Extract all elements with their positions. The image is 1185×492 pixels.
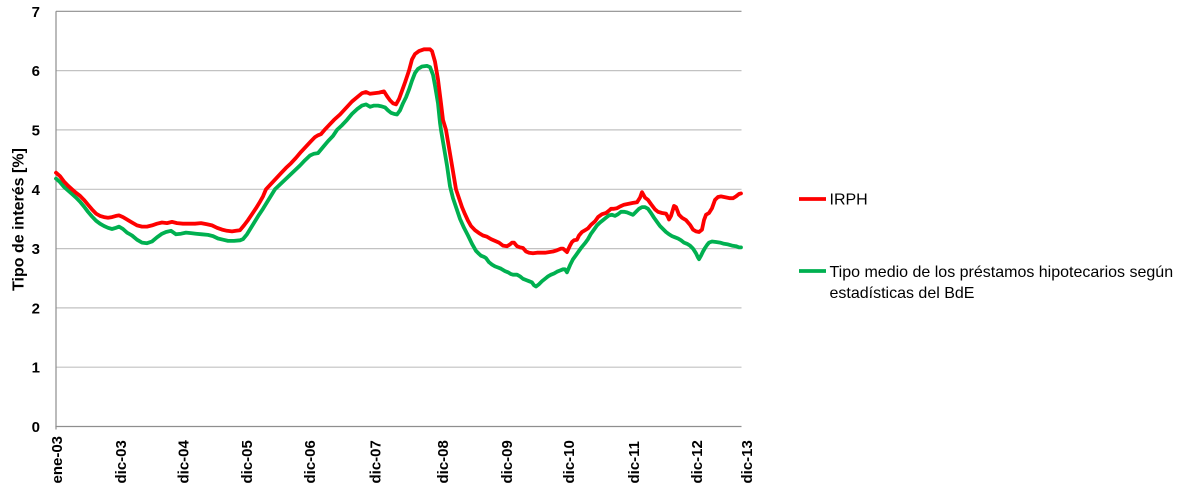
svg-text:dic-07: dic-07 xyxy=(368,440,385,483)
svg-text:dic-03: dic-03 xyxy=(113,440,130,483)
svg-text:dic-05: dic-05 xyxy=(239,440,256,483)
svg-text:0: 0 xyxy=(32,419,40,436)
svg-text:3: 3 xyxy=(32,241,40,258)
svg-text:1: 1 xyxy=(32,360,40,377)
svg-text:dic-10: dic-10 xyxy=(561,440,578,483)
svg-text:dic-06: dic-06 xyxy=(302,440,319,483)
svg-text:7: 7 xyxy=(32,4,40,21)
svg-text:estadísticas del BdE: estadísticas del BdE xyxy=(830,285,975,302)
svg-text:2: 2 xyxy=(32,300,40,317)
svg-text:dic-09: dic-09 xyxy=(499,440,516,483)
svg-text:IRPH: IRPH xyxy=(830,192,868,209)
svg-text:dic-12: dic-12 xyxy=(689,440,706,483)
svg-text:dic-13: dic-13 xyxy=(739,440,756,483)
svg-text:dic-08: dic-08 xyxy=(435,440,452,483)
svg-text:6: 6 xyxy=(32,63,40,80)
svg-text:Tipo medio de los préstamos hi: Tipo medio de los préstamos hipotecarios… xyxy=(830,264,1174,281)
svg-text:Tipo de interés [%]: Tipo de interés [%] xyxy=(11,148,28,291)
svg-text:4: 4 xyxy=(32,182,41,199)
svg-text:ene-03: ene-03 xyxy=(49,436,66,484)
svg-text:dic-11: dic-11 xyxy=(626,441,643,484)
svg-text:5: 5 xyxy=(32,122,40,139)
svg-text:dic-04: dic-04 xyxy=(176,439,193,483)
